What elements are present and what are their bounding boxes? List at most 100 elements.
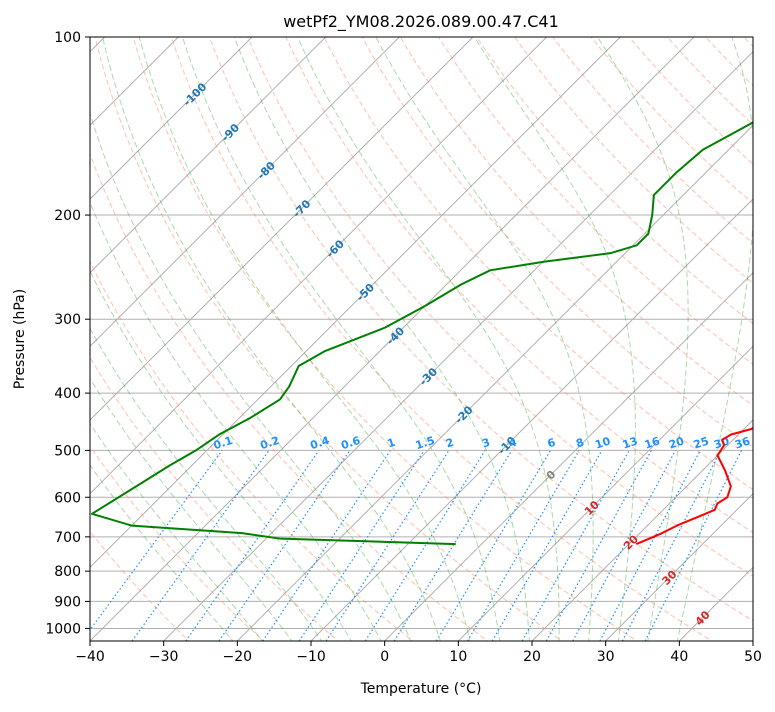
mixing-ratio-label: 0.4 (309, 434, 332, 452)
isotherm-line (90, 37, 548, 495)
dry-adiabat-line (132, 37, 638, 641)
mixing-ratio-label: 36 (733, 434, 752, 451)
isotherm-line (90, 37, 253, 200)
moist-adiabat-line (182, 37, 501, 641)
mixing-ratio-label: 1 (386, 436, 397, 451)
mixing-ratio-line (466, 450, 580, 641)
dewpoint-line (90, 120, 753, 546)
x-axis-ticks: −40 −30 −20 −10 0 10 20 30 40 50 (75, 641, 762, 665)
chart-title: wetPf2_YM08.2026.089.00.47.C41 (283, 12, 559, 32)
mixing-ratio-label: 3 (480, 436, 491, 451)
mixing-ratio-line (545, 450, 652, 641)
y-tick-label: 1000 (45, 621, 81, 637)
x-tick-label: 40 (670, 649, 688, 665)
mixing-ratio-line (90, 450, 223, 631)
sounding-series (90, 120, 753, 546)
isotherm-line (90, 37, 695, 641)
mixing-ratio-line (521, 450, 630, 641)
x-tick-label: −20 (223, 649, 253, 665)
dry-adiabat-line (247, 37, 753, 577)
mixing-ratio-label: 13 (621, 435, 640, 452)
mixing-ratio-line (435, 450, 552, 641)
mixing-ratio-label: 25 (692, 435, 711, 452)
mixing-ratio-label: 4 (507, 436, 519, 451)
isotherm-lines (90, 37, 753, 641)
mixing-ratio-label: 20 (667, 434, 686, 451)
isotherm-line (90, 37, 400, 348)
y-tick-label: 500 (54, 443, 81, 459)
y-tick-label: 900 (54, 594, 81, 610)
mixing-ratio-label: 8 (574, 436, 585, 451)
moist-adiabat-line (676, 37, 753, 641)
dry-adiabat-line (90, 530, 190, 641)
mixing-ratio-labels: 0.1 0.2 0.4 0.6 1 1.5 2 3 4 6 8 10 13 16 20 25 30 36 (212, 434, 752, 452)
moist-adiabat-line (90, 464, 234, 641)
dry-adiabat-line (90, 356, 339, 641)
y-tick-label: 300 (54, 312, 81, 328)
y-tick-label: 800 (54, 564, 81, 580)
dry-adiabat-line (94, 37, 564, 641)
moist-adiabat-line (375, 37, 594, 641)
mixing-ratio-label: 1.5 (414, 434, 437, 452)
isotherm-line (752, 640, 753, 641)
moist-adiabat-line (297, 37, 560, 641)
x-tick-label: −10 (296, 649, 326, 665)
y-tick-label: 100 (54, 30, 81, 46)
moist-adiabat-line (90, 201, 382, 641)
temperature-line (635, 426, 753, 546)
horizontal-gridlines (90, 37, 753, 629)
mixing-ratio-line (491, 450, 603, 641)
isotherm-line (90, 37, 621, 569)
mixing-ratio-line (218, 450, 351, 641)
mixing-ratio-line (325, 450, 450, 641)
moist-adiabat-line (102, 37, 441, 641)
moist-adiabat-line (597, 37, 689, 641)
y-tick-label: 200 (54, 208, 81, 224)
mixing-ratio-line (364, 450, 486, 641)
x-tick-label: −30 (149, 649, 179, 665)
x-tick-label: 20 (523, 649, 541, 665)
mixing-ratio-label: 16 (643, 434, 662, 451)
x-tick-label: 10 (449, 649, 467, 665)
moist-adiabat-line (473, 37, 636, 641)
x-tick-label: 50 (744, 649, 762, 665)
y-tick-label: 600 (54, 490, 81, 506)
x-tick-label: −40 (75, 649, 105, 665)
isotherm-line (90, 37, 474, 421)
plot-background (90, 37, 753, 641)
mixing-ratio-label: 2 (444, 436, 455, 451)
y-tick-label: 700 (54, 530, 81, 546)
dry-adiabat-line (475, 37, 753, 325)
dry-adiabat-line (285, 37, 753, 534)
y-axis-label: Pressure (hPa) (12, 289, 28, 389)
dry-adiabat-line (769, 24, 775, 644)
moist-adiabat-line (90, 377, 293, 641)
mixing-ratio-line (572, 450, 677, 641)
dry-adiabat-line (170, 37, 713, 641)
isotherm-line (457, 345, 753, 641)
dry-adiabat-line (323, 37, 753, 491)
isotherm-line (531, 419, 753, 641)
mixing-ratio-line (393, 450, 513, 641)
mixing-ratio-lines (90, 450, 743, 641)
dry-adiabat-line (361, 37, 753, 448)
mixing-ratio-label: 0.1 (212, 434, 235, 452)
moist-adiabat-line (90, 270, 352, 641)
dry-adiabat-lines (90, 24, 775, 644)
moist-adiabat-line (233, 37, 530, 641)
moist-adiabat-lines (90, 37, 753, 641)
mixing-ratio-label: 30 (712, 434, 731, 451)
y-axis-ticks: 100 200 300 400 500 600 700 800 900 1000 (45, 30, 90, 637)
moist-adiabat-line (90, 422, 264, 641)
plot-frame (89, 36, 754, 642)
mixing-ratio-label: 0.6 (339, 434, 362, 452)
dry-adiabat-line (90, 260, 414, 641)
x-tick-label: 30 (597, 649, 615, 665)
dry-adiabat-line (208, 37, 753, 622)
mixing-ratio-label: 10 (593, 434, 612, 451)
isotherm-line (163, 50, 753, 641)
mixing-ratio-line (131, 450, 270, 641)
x-tick-label: 0 (380, 649, 389, 665)
